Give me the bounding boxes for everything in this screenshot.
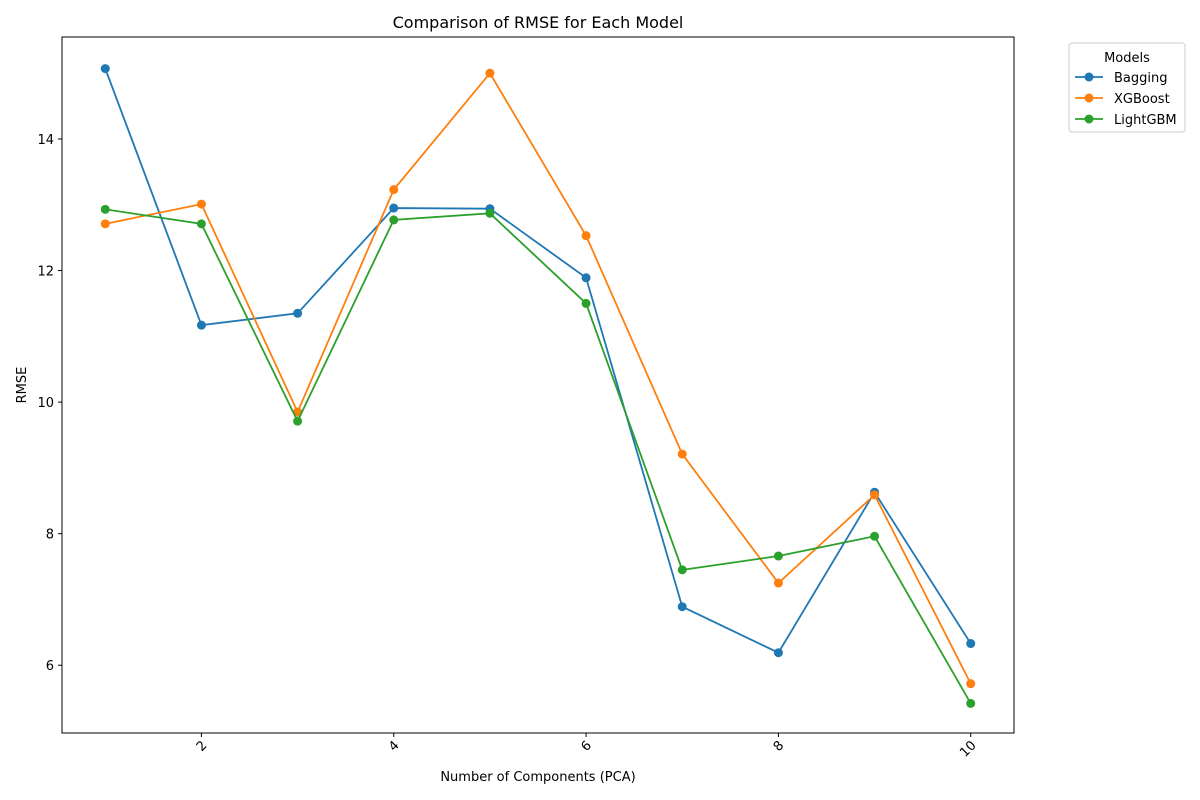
legend-title: Models [1104, 51, 1150, 66]
data-point-lightgbm [485, 208, 495, 218]
data-point-lightgbm [100, 204, 110, 214]
legend-entry-xgboost: XGBoost [1075, 92, 1170, 107]
data-point-xgboost [581, 231, 591, 241]
data-point-xgboost [773, 578, 783, 588]
y-tick-label: 10 [37, 396, 54, 411]
data-point-xgboost [100, 219, 110, 229]
data-point-xgboost [966, 679, 976, 689]
data-point-bagging [966, 639, 976, 649]
data-point-bagging [773, 648, 783, 658]
data-point-xgboost [485, 68, 495, 78]
legend-box [1068, 42, 1186, 133]
plot-area [61, 36, 1015, 734]
legend-marker-swatch [1084, 93, 1094, 103]
data-point-lightgbm [581, 298, 591, 308]
legend-label: XGBoost [1114, 92, 1170, 107]
data-point-bagging [196, 320, 206, 330]
series-lightgbm [100, 204, 976, 708]
data-point-xgboost [870, 490, 880, 500]
series-line-xgboost [105, 71, 972, 685]
legend-label: Bagging [1114, 71, 1168, 86]
y-axis: 6 8 10 12 14 [37, 133, 62, 674]
data-point-xgboost [677, 449, 687, 459]
data-point-bagging [581, 273, 591, 283]
y-tick-label: 14 [37, 133, 54, 148]
legend-label: LightGBM [1114, 113, 1177, 128]
series-xgboost [100, 68, 976, 689]
legend-marker-swatch [1084, 72, 1094, 82]
data-point-bagging [677, 602, 687, 612]
y-axis-title: RMSE [15, 367, 30, 404]
y-tick-label: 8 [46, 528, 54, 543]
data-point-lightgbm [389, 215, 399, 225]
data-point-bagging [389, 203, 399, 213]
legend: Models Bagging XGBoost LightGBM [1068, 42, 1186, 133]
data-point-lightgbm [293, 416, 303, 426]
series-line-lightgbm [105, 208, 972, 704]
chart-title: Comparison of RMSE for Each Model [393, 13, 684, 32]
data-point-xgboost [196, 199, 206, 209]
x-axis-title: Number of Components (PCA) [440, 770, 635, 785]
data-point-bagging [100, 64, 110, 74]
y-tick-label: 12 [37, 265, 54, 280]
series-line-bagging [104, 68, 972, 654]
data-point-lightgbm [966, 698, 976, 708]
data-point-lightgbm [677, 565, 687, 575]
data-point-xgboost [389, 185, 399, 195]
data-point-bagging [293, 308, 303, 318]
legend-entry-bagging: Bagging [1075, 71, 1168, 86]
data-point-lightgbm [196, 219, 206, 229]
series-layer [100, 64, 976, 708]
y-tick-label: 6 [46, 659, 54, 674]
legend-entry-lightgbm: LightGBM [1075, 113, 1177, 128]
data-point-xgboost [293, 407, 303, 417]
data-point-lightgbm [870, 531, 880, 541]
legend-marker-swatch [1084, 114, 1094, 124]
data-point-lightgbm [773, 551, 783, 561]
